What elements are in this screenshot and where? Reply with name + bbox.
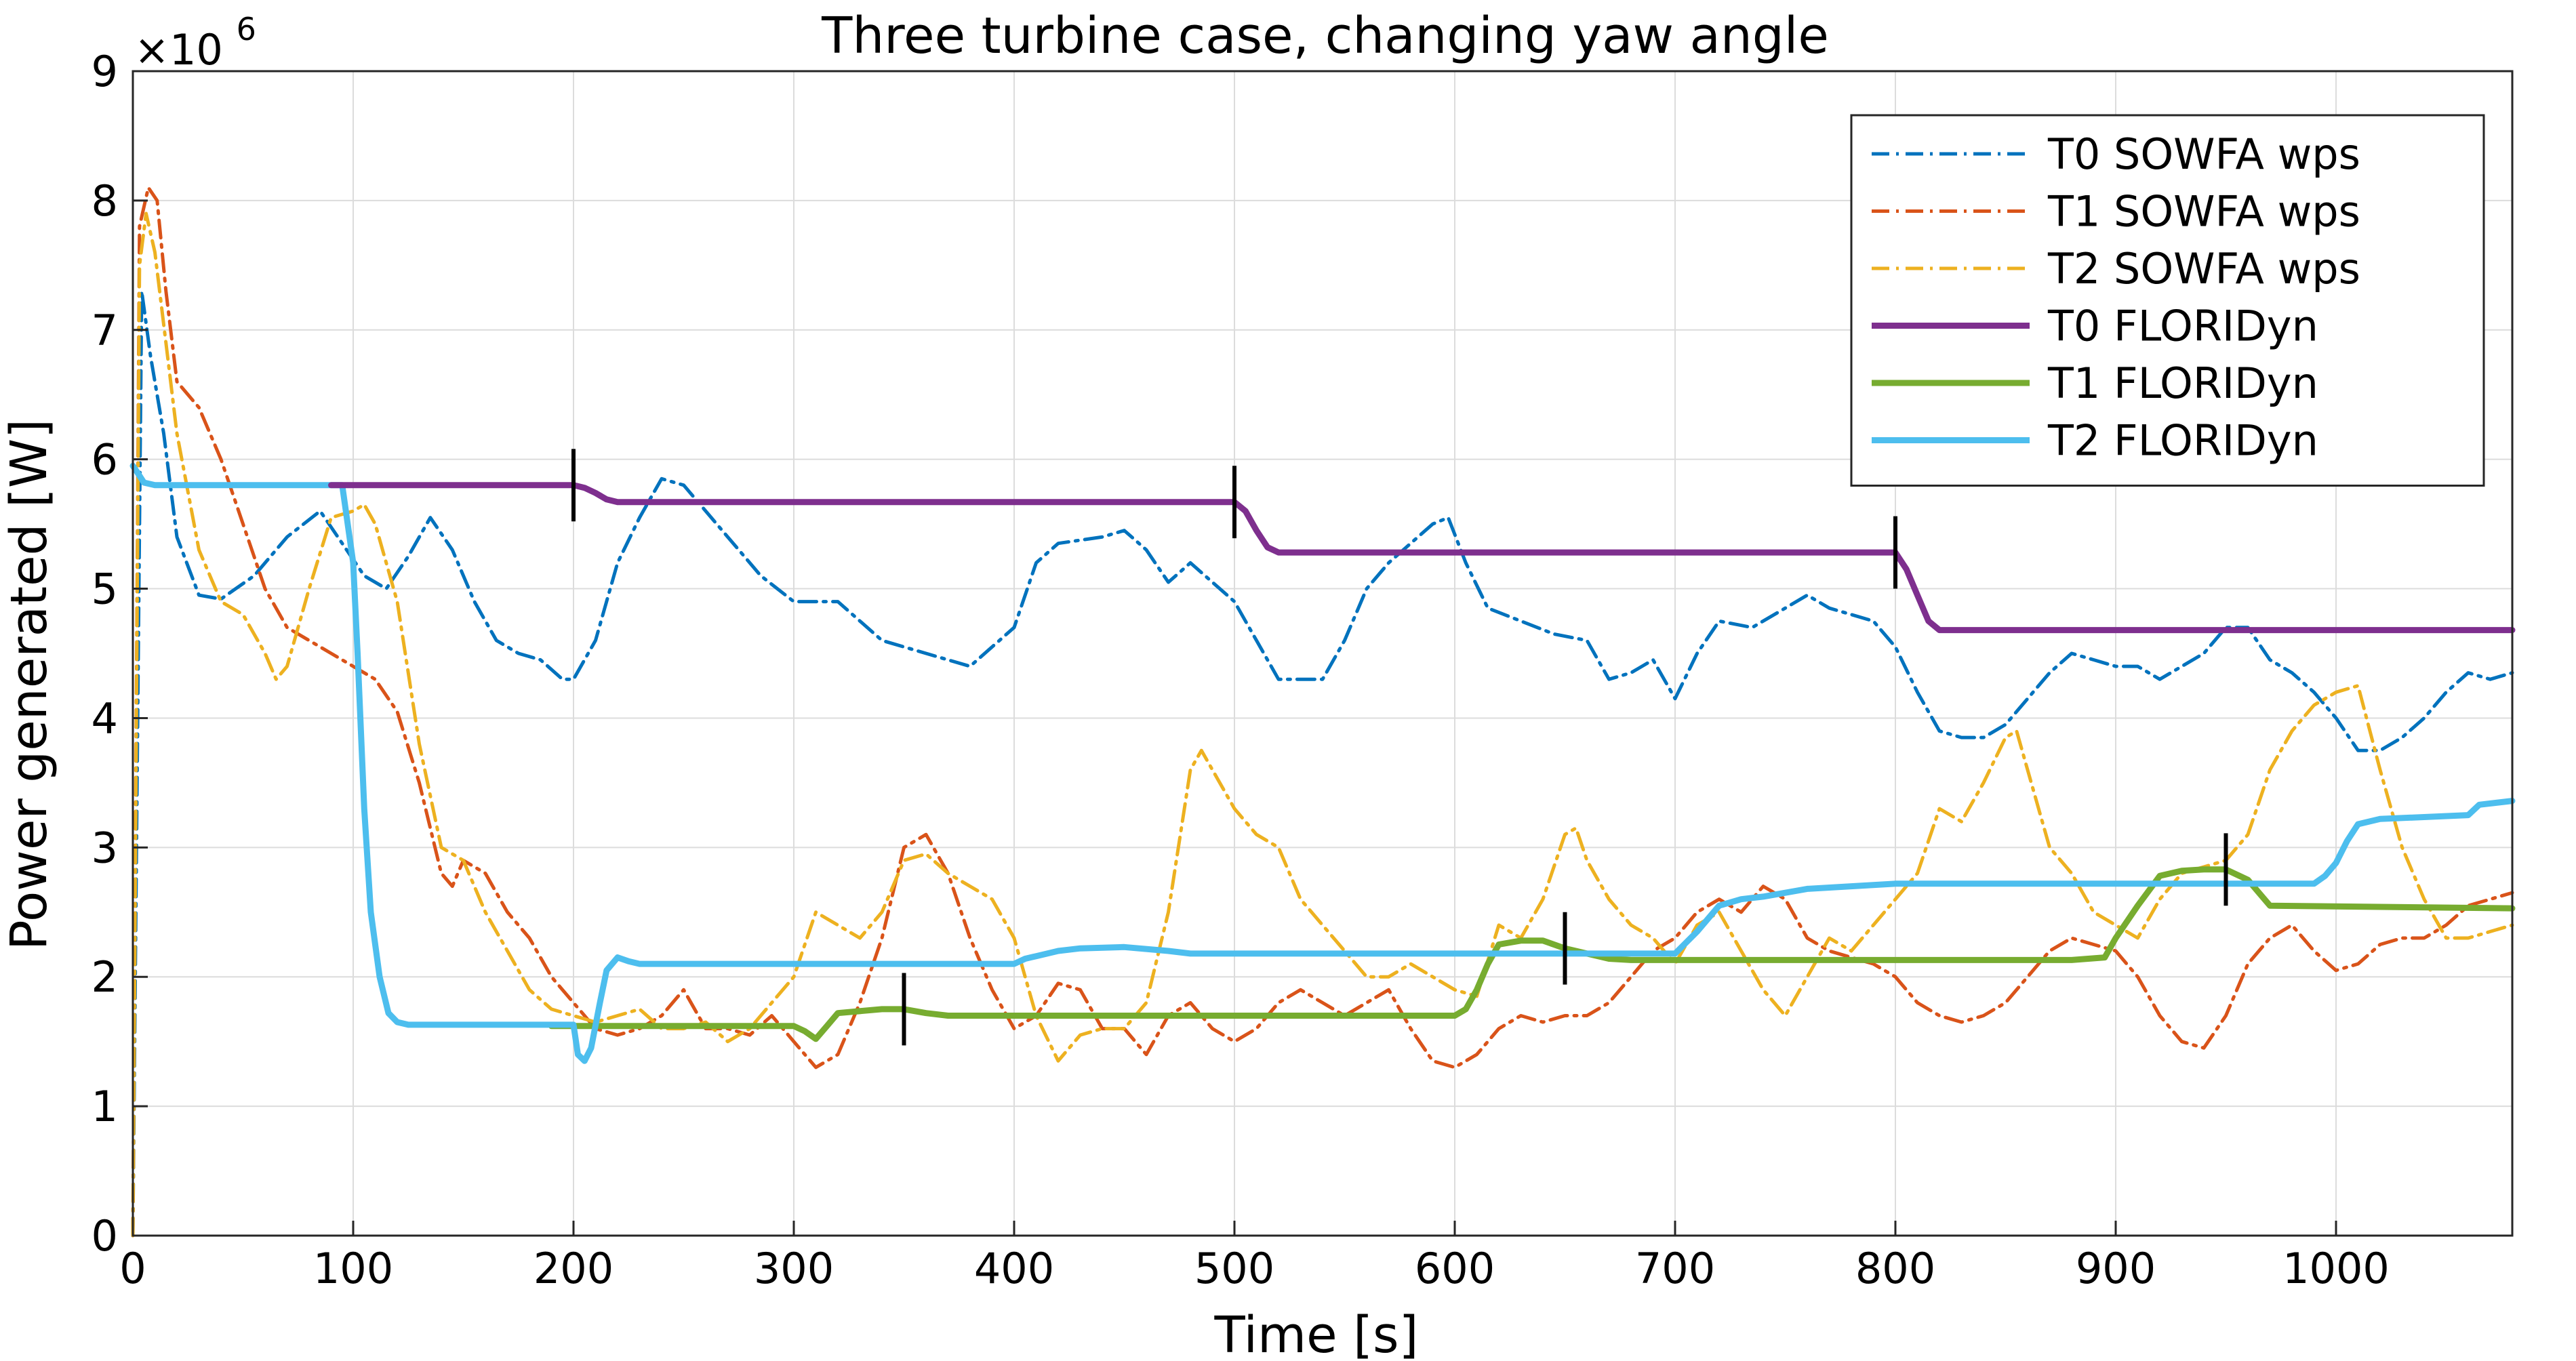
y-axis-multiplier: ×10 6 [134,11,256,75]
yaw-change-markers [571,449,2228,1046]
y-tick-label: 7 [92,306,118,355]
legend-box [1850,114,2485,487]
y-tick-label: 1 [92,1082,118,1131]
legend: T0 SOWFA wps T1 SOWFA wps T2 SOWFA wps T0 F… [1850,114,2485,487]
legend-label: T2 SOWFA wps [2047,244,2360,293]
y-multiplier-exponent: 6 [237,11,256,47]
x-tick-label: 1000 [2282,1244,2390,1293]
series-line-t1-sowfa-wps [131,186,2514,1238]
legend-label: T2 FLORIDyn [2047,416,2318,466]
series-line-t2-sowfa-wps [131,211,2514,1238]
x-tick-label: 800 [1855,1244,1935,1293]
x-tick-label: 0 [119,1244,146,1293]
x-tick-label: 100 [313,1244,393,1293]
y-tick-label: 9 [92,47,118,96]
x-tick-label: 300 [754,1244,834,1293]
x-axis-ticks: 0 100 200 300 400 500 600 700 800 900 1000 [119,1221,2390,1293]
series-layer [129,186,2516,1238]
y-axis-label: Power generated [W] [0,419,58,950]
x-tick-label: 400 [974,1244,1054,1293]
series-line-t2-floridyn [129,462,2516,1064]
y-tick-label: 8 [92,176,118,226]
legend-label: T0 SOWFA wps [2047,129,2360,179]
y-multiplier-base: ×10 [134,25,223,75]
y-tick-label: 2 [92,952,118,1002]
y-axis-ticks: 0 1 2 3 4 5 6 7 8 9 [92,47,148,1261]
legend-label: T1 FLORIDyn [2047,359,2318,408]
y-tick-label: 0 [92,1211,118,1261]
series-line-t0-sowfa-wps [131,289,2514,1238]
x-tick-label: 900 [2076,1244,2156,1293]
y-tick-label: 6 [92,435,118,485]
y-tick-label: 5 [92,565,118,614]
x-tick-label: 200 [534,1244,613,1293]
plot-area-border [132,70,2514,1237]
series-line-t1-floridyn [548,866,2516,1042]
y-tick-label: 3 [92,823,118,872]
x-tick-label: 700 [1635,1244,1715,1293]
x-tick-label: 600 [1415,1244,1495,1293]
x-axis-label: Time [s] [1214,1306,1419,1361]
legend-label: T0 FLORIDyn [2047,302,2318,351]
y-tick-label: 4 [92,693,118,743]
series-line-t0-floridyn [328,482,2516,634]
legend-label: T1 SOWFA wps [2047,187,2360,237]
x-tick-label: 500 [1194,1244,1274,1293]
chart-title: Three turbine case, changing yaw angle [821,7,1829,65]
